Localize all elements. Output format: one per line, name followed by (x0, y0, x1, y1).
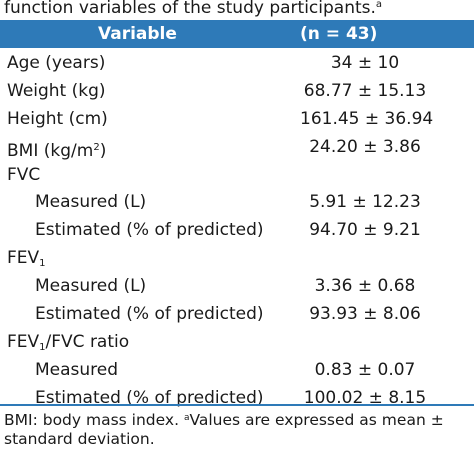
table-row: Estimated (% of predicted) 94.70 ± 9.21 (0, 217, 474, 245)
fev-text: FEV (7, 248, 40, 269)
row-value: 24.20 ± 3.86 (309, 136, 421, 157)
table-row-section: FVC (0, 162, 474, 190)
caption-footnote-marker: a (375, 0, 383, 10)
row-label: Measured (L) (35, 192, 147, 213)
table-body: Age (years) 34 ± 10 Weight (kg) 68.77 ± … (0, 50, 474, 413)
header-variable: Variable (98, 24, 177, 44)
fev-subscript: 1 (39, 258, 46, 270)
row-value: 34 ± 10 (330, 53, 400, 73)
footnote-text-1: BMI: body mass index. (4, 411, 184, 429)
row-value: 161.45 ± 36.94 (300, 108, 434, 129)
row-value: 100.02 ± 8.15 (303, 387, 427, 408)
table-caption: function variables of the study particip… (4, 0, 382, 19)
footnote-text-2: Values are expressed as mean ± standard … (4, 411, 444, 448)
row-label: Estimated (% of predicted) (35, 387, 264, 408)
table-row: Measured 0.83 ± 0.07 (0, 357, 474, 385)
row-label: Height (cm) (7, 108, 108, 129)
row-label: Weight (kg) (7, 80, 106, 101)
footnote-marker: a (183, 413, 190, 423)
ratio-text: /FVC ratio (45, 331, 130, 352)
table-row: Measured (L) 3.36 ± 0.68 (0, 273, 474, 301)
table-row: Estimated (% of predicted) 100.02 ± 8.15 (0, 385, 474, 413)
row-value: 5.91 ± 12.23 (309, 192, 421, 213)
row-value: 93.93 ± 8.06 (309, 304, 421, 325)
row-value: 68.77 ± 15.13 (303, 80, 427, 101)
section-label-fvc: FVC (7, 164, 41, 185)
table-row: Height (cm) 161.45 ± 36.94 (0, 106, 474, 134)
row-label: BMI (kg/m2) (7, 134, 106, 166)
table-row: Weight (kg) 68.77 ± 15.13 (0, 78, 474, 106)
fev-text: FEV (7, 331, 40, 352)
caption-text: function variables of the study particip… (4, 0, 376, 18)
row-label: Estimated (% of predicted) (35, 220, 264, 241)
row-value: 3.36 ± 0.68 (314, 276, 416, 297)
table-row: Age (years) 34 ± 10 (0, 50, 474, 78)
row-value: 0.83 ± 0.07 (314, 359, 416, 380)
row-value: 94.70 ± 9.21 (309, 220, 421, 241)
row-label: Measured (L) (35, 276, 147, 297)
header-n: (n = 43) (300, 24, 378, 44)
bmi-superscript: 2 (93, 141, 100, 153)
table-row: BMI (kg/m2) 24.20 ± 3.86 (0, 134, 474, 162)
table-row-section: FEV1/FVC ratio (0, 329, 474, 357)
table-row: Estimated (% of predicted) 93.93 ± 8.06 (0, 301, 474, 329)
bmi-label-close: ) (99, 140, 107, 161)
section-label-fev1-fvc: FEV1/FVC ratio (7, 329, 129, 362)
row-label: Measured (35, 359, 119, 380)
table-row-section: FEV1 (0, 245, 474, 273)
row-label: Estimated (% of predicted) (35, 304, 264, 325)
table-header: Variable (n = 43) (0, 20, 474, 48)
table-bottom-rule (0, 404, 474, 406)
bmi-label-text: BMI (kg/m (7, 140, 94, 161)
table-row: Measured (L) 5.91 ± 12.23 (0, 189, 474, 217)
table-footnote: BMI: body mass index. aValues are expres… (4, 409, 470, 449)
fev-subscript: 1 (39, 341, 46, 353)
section-label-fev1: FEV1 (7, 245, 46, 278)
row-label: Age (years) (7, 53, 106, 73)
